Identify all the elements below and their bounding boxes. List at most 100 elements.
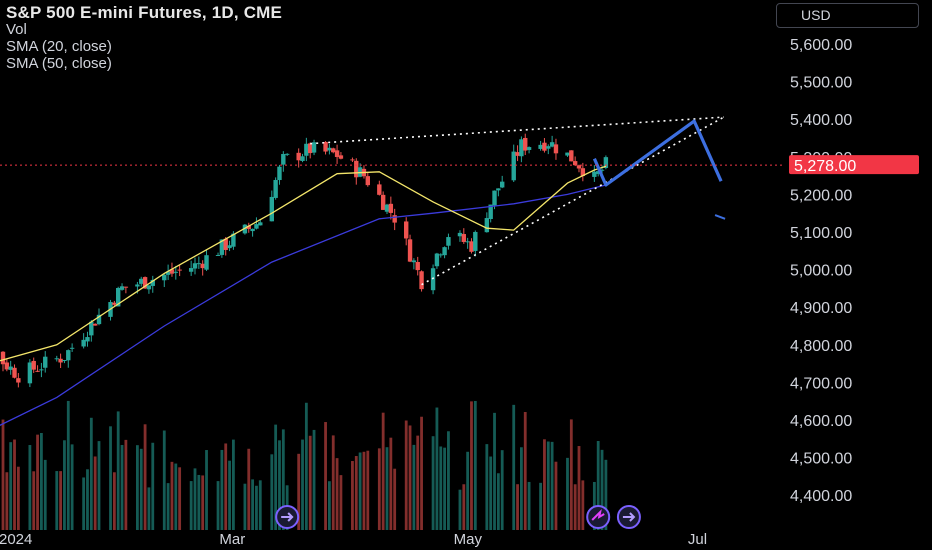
volume-bar — [13, 439, 16, 530]
x-tick-label: Jul — [688, 531, 707, 548]
candle-body — [469, 241, 474, 252]
candle-body — [62, 360, 67, 362]
volume-bar — [174, 463, 178, 530]
candle-body — [592, 171, 597, 177]
volume-bar — [5, 472, 9, 530]
volume-bar — [9, 442, 13, 530]
candle-body — [523, 137, 528, 151]
y-tick-label: 4,600.00 — [790, 413, 852, 430]
candle-body — [576, 165, 582, 169]
candle-body — [519, 139, 524, 157]
volume-bar — [143, 424, 147, 530]
volume-bar — [86, 469, 89, 530]
volume-bar — [473, 400, 477, 530]
price-axis[interactable]: 5,600.005,500.005,400.005,300.005,200.00… — [790, 37, 852, 505]
volume-bar — [43, 459, 47, 530]
candle-body — [384, 204, 390, 212]
volume-bar — [366, 450, 370, 530]
event-markers[interactable] — [275, 505, 641, 529]
candle-body — [488, 204, 493, 220]
volume-bar — [381, 412, 385, 530]
volume-bar — [408, 425, 412, 530]
volume-bar — [543, 439, 546, 530]
candle-body — [27, 362, 33, 384]
volume-bar — [443, 447, 446, 530]
candle-body — [350, 159, 355, 161]
candle-body — [12, 367, 17, 378]
sma-50-line — [0, 184, 607, 426]
candle-body — [54, 358, 59, 360]
candle-body — [246, 225, 251, 229]
y-tick-label: 5,600.00 — [790, 37, 852, 54]
y-tick-label: 5,000.00 — [790, 263, 852, 280]
candle-body — [553, 144, 559, 154]
volume-bar — [32, 471, 36, 530]
time-axis[interactable]: 2024 Mar May Jul — [0, 531, 707, 548]
candle-body — [580, 168, 586, 177]
volume-bar — [201, 475, 205, 530]
volume-bar — [516, 484, 519, 530]
volume-bar — [596, 441, 600, 530]
volume-bar — [339, 475, 343, 530]
candle-body — [123, 286, 129, 288]
candle-body — [296, 152, 301, 161]
symbol-title[interactable]: S&P 500 E-mini Futures, 1D, CME — [6, 3, 283, 22]
volume-bar — [600, 449, 604, 530]
candle-body — [16, 378, 21, 383]
candle-body — [300, 156, 305, 161]
volume-bar — [109, 426, 112, 530]
volume-bar — [36, 434, 39, 530]
candle-body — [542, 142, 547, 151]
event-arrow-icon[interactable] — [275, 505, 300, 529]
volume-bar — [523, 412, 527, 530]
volume-bar — [331, 435, 335, 530]
y-tick-label: 4,900.00 — [790, 300, 852, 317]
candle-body — [92, 323, 98, 326]
candle-body — [8, 366, 13, 370]
volume-bar — [139, 448, 143, 530]
volume-bar — [255, 485, 258, 530]
candle-body — [227, 245, 232, 249]
projection-path — [592, 119, 723, 187]
volume-bar — [151, 442, 155, 530]
indicator-sma-20[interactable]: SMA (20, close) — [6, 38, 112, 55]
candle-body — [169, 269, 175, 274]
volume-bar — [447, 431, 450, 530]
candle-body — [492, 190, 497, 206]
volume-bar — [385, 447, 389, 530]
event-arrow-icon[interactable] — [616, 505, 641, 529]
x-tick-label: Mar — [219, 531, 245, 548]
volume-bar — [577, 446, 581, 530]
indicator-sma-50[interactable]: SMA (50, close) — [6, 55, 112, 72]
dividend-marker-icon[interactable] — [586, 505, 611, 529]
candle-body — [116, 287, 121, 307]
volume-bar — [569, 419, 573, 530]
volume-bar — [224, 443, 228, 530]
candle-body — [200, 263, 205, 269]
volume-bar — [93, 456, 97, 530]
volume-bar — [539, 482, 542, 530]
candle-body — [500, 181, 505, 188]
candle-body — [457, 232, 463, 237]
candle-body — [273, 179, 278, 198]
volume-bar — [124, 439, 128, 530]
candle-body — [603, 157, 609, 168]
volume-bar — [147, 487, 151, 530]
volume-bar — [581, 480, 585, 530]
volume-bar — [351, 461, 354, 530]
volume-bar — [554, 461, 558, 530]
currency-button[interactable]: USD — [776, 3, 919, 28]
volume-bar — [247, 448, 251, 530]
volume-bar — [66, 400, 70, 530]
volume-bar — [205, 450, 208, 530]
volume-bar — [170, 461, 174, 530]
volume-bars — [1, 400, 608, 530]
indicator-volume[interactable]: Vol — [6, 21, 27, 38]
y-tick-label: 4,400.00 — [790, 488, 852, 505]
candle-body — [85, 337, 90, 342]
volume-bar — [274, 424, 278, 530]
volume-bar — [16, 466, 20, 530]
candle-body — [219, 239, 225, 255]
candle-body — [223, 238, 228, 250]
